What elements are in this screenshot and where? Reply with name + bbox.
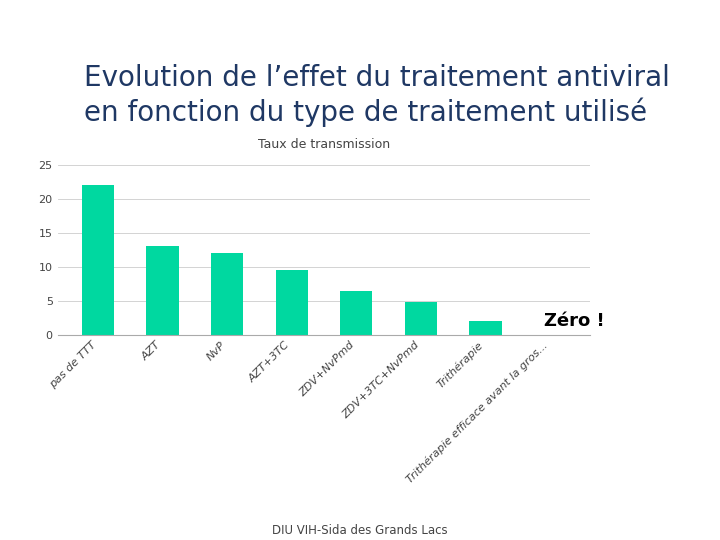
Bar	[146, 246, 179, 335]
Text: DIU VIH-Sida des Grands Lacs: DIU VIH-Sida des Grands Lacs	[272, 524, 448, 537]
Bar	[82, 185, 114, 335]
Bar	[340, 291, 372, 335]
Text: Evolution de l’effet du traitement antiviral
en fonction du type de traitement u: Evolution de l’effet du traitement antiv…	[84, 64, 670, 127]
Bar	[405, 302, 437, 335]
Bar	[469, 321, 502, 335]
Text: Zéro !: Zéro !	[544, 312, 604, 330]
Text: Taux de transmission: Taux de transmission	[258, 138, 390, 151]
Bar	[276, 270, 308, 335]
Bar	[211, 253, 243, 335]
